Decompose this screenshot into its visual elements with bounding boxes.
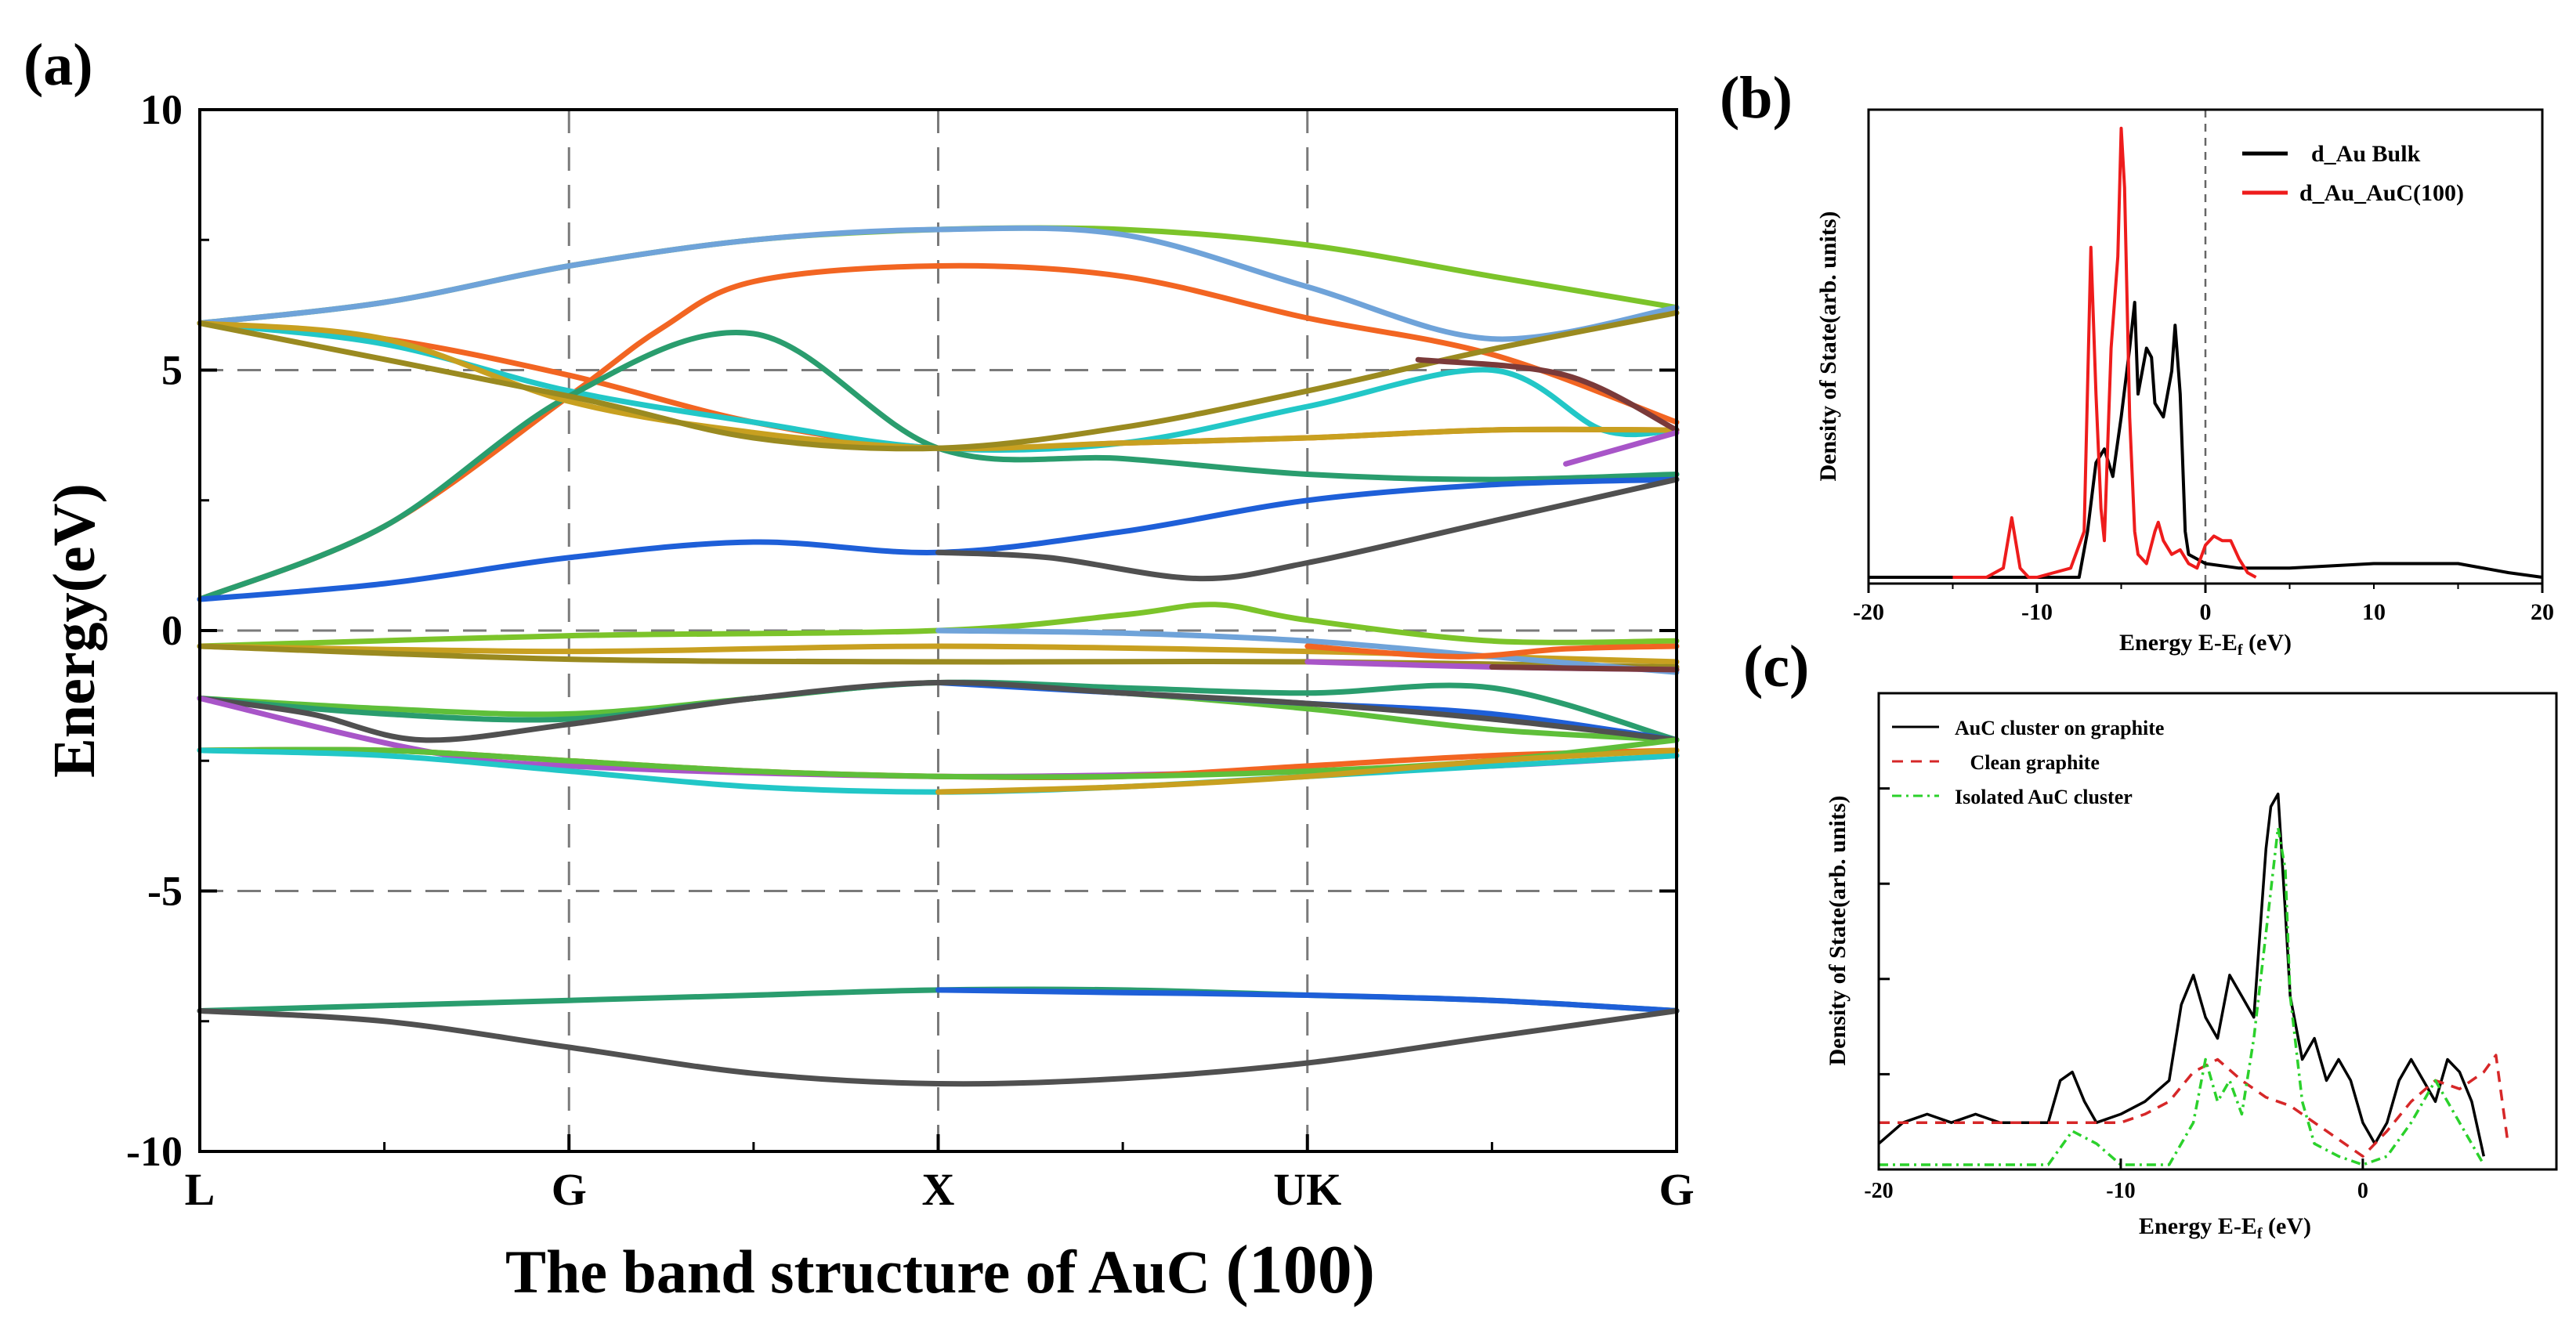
series-line-band-orange-up xyxy=(197,262,1680,602)
x-tick-label: G xyxy=(552,1164,587,1215)
band-structure-chart: 10 5 0 -5 -10L G X UK G Energy(eV) The band stru… xyxy=(42,86,1695,1308)
x-tick-label: UK xyxy=(1273,1164,1341,1215)
y-tick-label: -10 xyxy=(126,1128,183,1175)
x-axis-label-c-unit: (eV) xyxy=(2263,1213,2311,1239)
x-axis-label-b-sub: f xyxy=(2238,642,2243,659)
series-line-band-lightblue xyxy=(197,225,1680,342)
panel-label-b: (b) xyxy=(1720,65,1793,131)
y-axis-label-b: Density of State(arb. units) xyxy=(1815,211,1841,482)
series-line-Clean graphite xyxy=(1879,1054,2509,1158)
x-tick-label-c: 0 xyxy=(2357,1179,2368,1203)
x-tick-label: X xyxy=(922,1164,955,1215)
series-line-band-orange-0 xyxy=(1304,643,1680,660)
plot-frame-c xyxy=(1877,692,2558,1171)
dos-chart-b: -20 -10 0 20 10 Density of State(arb. units)… xyxy=(1815,108,2554,659)
x-tick-label-c: -10 xyxy=(2106,1179,2135,1203)
panel-label-c: (c) xyxy=(1743,634,1809,699)
x-axis-label-b-main: Energy E-E xyxy=(2119,630,2238,656)
dos-chart-c: -20 -10 0 Density of State(arb. units) Ene… xyxy=(1825,692,2558,1242)
legend-label-isolated: Isolated AuC cluster xyxy=(1955,786,2133,808)
series-line-band-lightblue-0 xyxy=(935,627,1680,675)
series-line-band-green-05 xyxy=(197,602,1680,649)
dos-lines-b xyxy=(1869,110,2543,584)
y-tick-label: 0 xyxy=(161,607,183,654)
legend-label-graphite: Clean graphite xyxy=(1955,751,2100,774)
x-axis-label-c-sub: f xyxy=(2257,1225,2263,1242)
band-lines xyxy=(197,225,1680,1087)
series-line-band-maroon xyxy=(1415,356,1680,433)
x-tick-label-b: 20 xyxy=(2531,599,2554,625)
x-axis-label-b-unit: (eV) xyxy=(2243,630,2292,656)
series-line-band-olive xyxy=(197,309,1680,452)
legend-label-cluster: AuC cluster on graphite xyxy=(1955,717,2164,739)
x-tick-label: L xyxy=(185,1164,215,1215)
legend-c: AuC cluster on graphite Clean graphite I… xyxy=(1892,717,2164,808)
axis-ticks-c: -20 -10 0 xyxy=(1864,787,2368,1203)
y-tick-label: 5 xyxy=(161,347,183,394)
series-line-band-gray-mid xyxy=(935,476,1680,582)
x-tick-label-c: -20 xyxy=(1864,1179,1893,1203)
axis-ticks: 10 5 0 -5 -10L G X UK G xyxy=(126,86,1695,1215)
series-line-band-purple-top xyxy=(1563,429,1680,467)
legend-label-auc: d_Au_AuC(100) xyxy=(2299,180,2464,206)
x-tick-label-b: -20 xyxy=(1853,599,1884,625)
chart-title: The band structure of AuC (100) xyxy=(505,1232,1375,1308)
series-line-band-maroon-0 xyxy=(1489,664,1680,673)
title-main: The band structure of AuC xyxy=(505,1238,1226,1306)
series-line-d_Au_AuC(100) xyxy=(1952,126,2257,579)
axis-ticks-b: -20 -10 0 20 10 xyxy=(1853,584,2554,625)
panel-label-a: (a) xyxy=(24,32,93,98)
y-axis-label-c: Density of State(arb. units) xyxy=(1825,796,1851,1066)
series-line-AuC cluster on graphite xyxy=(1877,792,2486,1157)
y-axis-label: Energy(eV) xyxy=(42,483,107,778)
title-tail: (100) xyxy=(1225,1232,1375,1308)
legend-b: d_Au Bulk d_Au_AuC(100) xyxy=(2242,141,2464,206)
series-line-band-gray-m1 xyxy=(197,679,1680,743)
y-tick-label: 10 xyxy=(140,86,183,133)
x-tick-label-b: 0 xyxy=(2200,599,2212,625)
series-line-band-tealgreen-up xyxy=(197,329,1680,602)
x-axis-label-c: Energy E-Ef (eV) xyxy=(2139,1213,2311,1242)
x-tick-label-b: 10 xyxy=(2362,599,2386,625)
x-axis-label-b: Energy E-Ef (eV) xyxy=(2119,630,2292,659)
y-tick-label: -5 xyxy=(147,868,183,915)
series-line-band-blue-m7 xyxy=(935,987,1680,1014)
series-line-band-gold-m3 xyxy=(935,747,1680,795)
x-axis-label-c-main: Energy E-E xyxy=(2139,1213,2257,1239)
x-tick-label: G xyxy=(1659,1164,1694,1215)
series-line-Isolated AuC cluster xyxy=(1879,826,2485,1166)
x-tick-label-b: -10 xyxy=(2021,599,2053,625)
dos-lines-c xyxy=(1877,792,2509,1166)
series-line-band-gray-m8 xyxy=(197,1008,1680,1087)
legend-label-bulk: d_Au Bulk xyxy=(2311,141,2421,167)
